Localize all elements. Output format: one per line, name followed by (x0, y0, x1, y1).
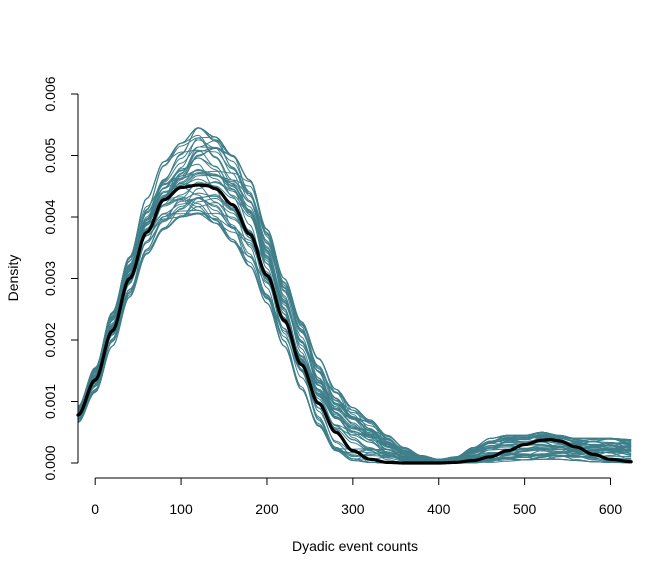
simulated-density-line (77, 163, 632, 464)
x-tick-label: 300 (341, 501, 365, 517)
x-tick-label: 0 (91, 501, 99, 517)
simulated-density-line (77, 195, 632, 463)
x-tick-label: 400 (427, 501, 451, 517)
simulated-density-line (77, 127, 632, 462)
simulated-density-line (77, 199, 632, 462)
x-tick-label: 200 (255, 501, 279, 517)
simulated-density-line (77, 192, 632, 462)
simulated-density-line (77, 197, 632, 462)
simulated-density-line (77, 209, 632, 463)
x-tick-label: 600 (599, 501, 623, 517)
simulated-density-line (77, 147, 632, 463)
simulated-density-line (77, 127, 632, 460)
simulated-density-line (77, 181, 632, 464)
y-tick-label: 0.002 (42, 322, 58, 357)
y-axis-title: Density (5, 255, 21, 302)
simulated-density-line (77, 149, 632, 461)
y-tick-label: 0.000 (42, 445, 58, 480)
x-tick-label: 500 (513, 501, 537, 517)
simulated-density-line (77, 169, 632, 461)
simulated-density-line (77, 127, 632, 460)
y-tick-label: 0.005 (42, 138, 58, 173)
y-tick-label: 0.006 (42, 76, 58, 111)
simulated-density-lines (77, 127, 632, 464)
x-axis-title: Dyadic event counts (292, 538, 418, 554)
simulated-density-line (77, 137, 632, 461)
x-tick-label: 100 (169, 501, 193, 517)
simulated-density-line (77, 197, 632, 463)
simulated-density-line (77, 186, 632, 463)
y-tick-label: 0.003 (42, 261, 58, 296)
simulated-density-line (77, 127, 632, 460)
simulated-density-line (77, 183, 632, 462)
x-axis: 0 100 200 300 400 500 600 (91, 477, 623, 517)
observed-density-line (76, 183, 633, 465)
simulated-density-line (77, 127, 632, 460)
simulated-density-line (77, 212, 632, 464)
y-tick-label: 0.001 (42, 384, 58, 419)
y-tick-label: 0.004 (42, 199, 58, 234)
y-axis: 0.000 0.001 0.002 0.003 0.004 0.005 0.006 (42, 76, 79, 481)
simulated-density-line (77, 212, 632, 464)
